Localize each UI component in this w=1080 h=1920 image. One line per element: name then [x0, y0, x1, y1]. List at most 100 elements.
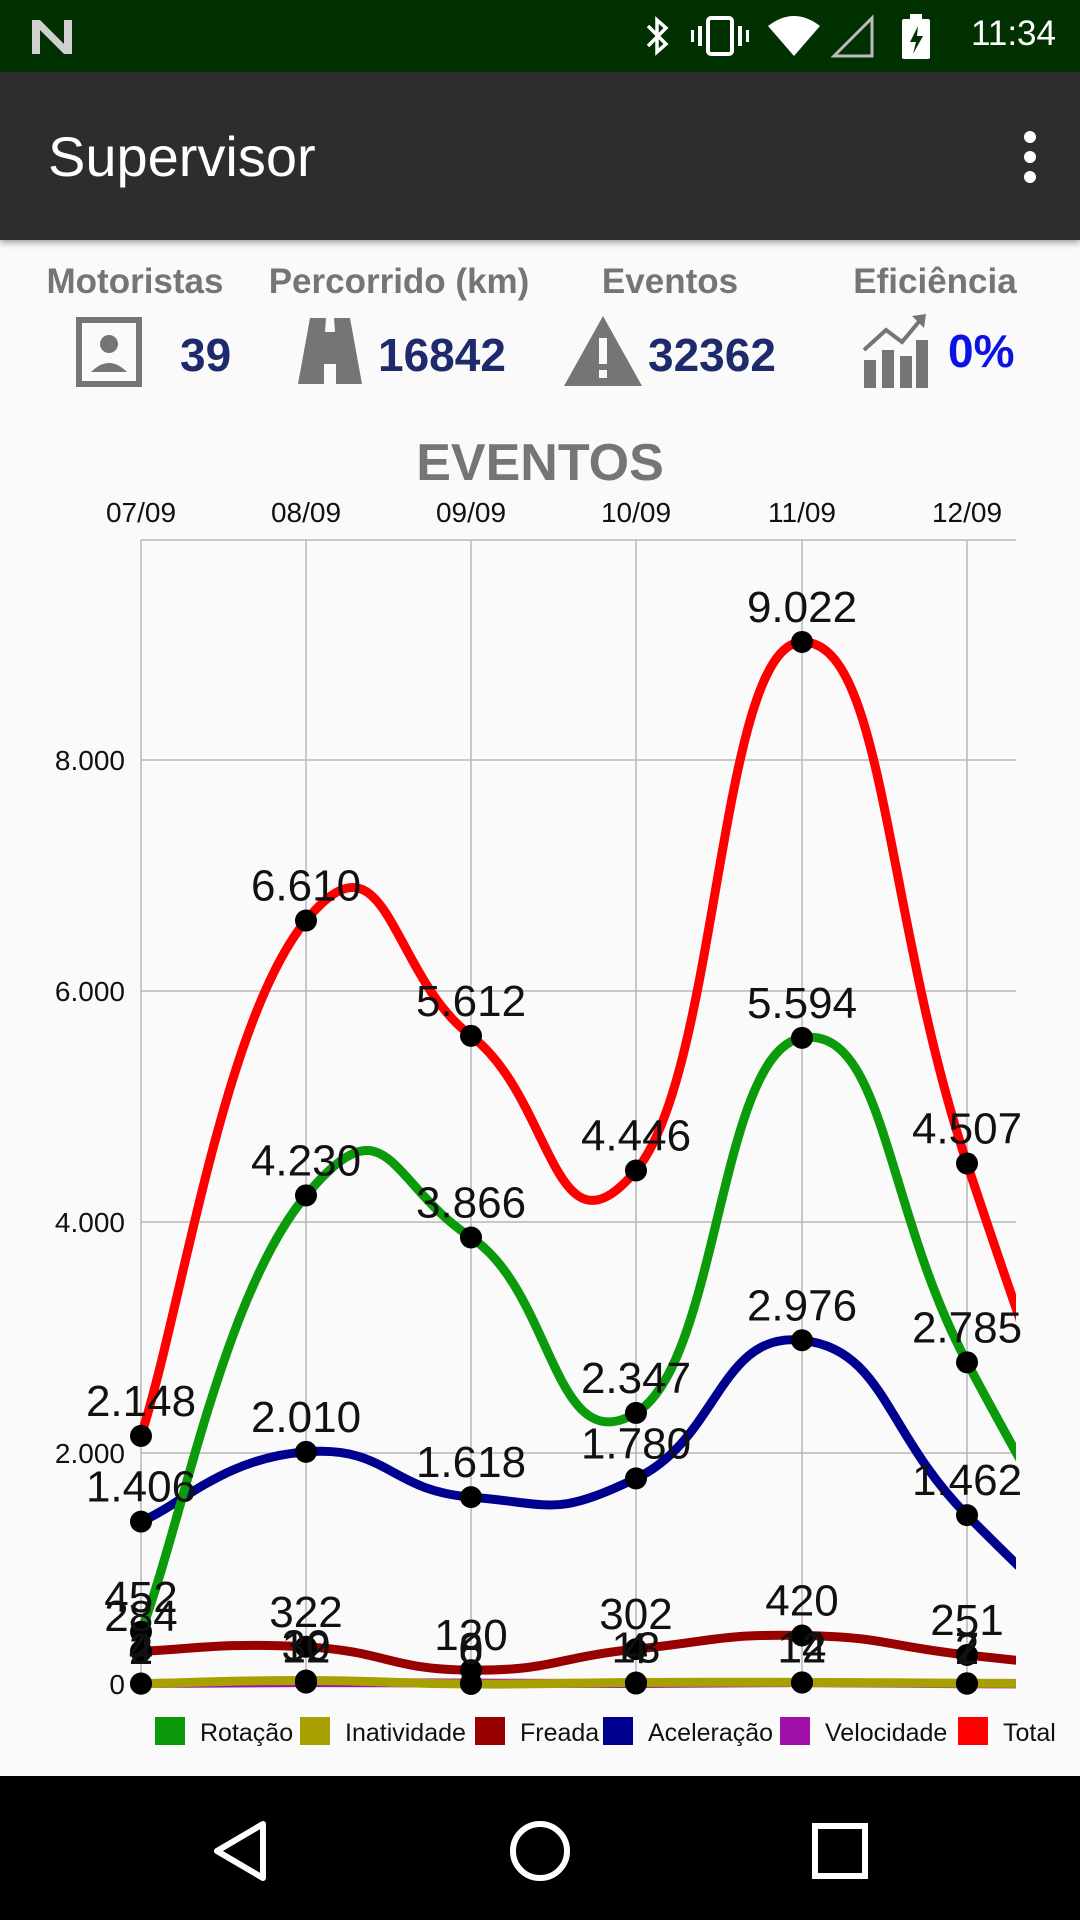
- home-icon[interactable]: [505, 1816, 575, 1886]
- data-point: [295, 1440, 317, 1463]
- y-tick-label: 6.000: [55, 976, 125, 1007]
- y-tick-label: 2.000: [55, 1438, 125, 1469]
- data-label: 1.618: [416, 1438, 526, 1487]
- legend-label: Velocidade: [825, 1719, 947, 1747]
- status-bar: 11:34: [0, 0, 1080, 72]
- stat-eventos: Eventos 32362: [560, 262, 780, 386]
- data-label: 3.866: [416, 1178, 526, 1227]
- data-label: 5.612: [416, 977, 526, 1026]
- app-title: Supervisor: [48, 125, 316, 188]
- data-label: 12: [778, 1624, 827, 1673]
- back-icon[interactable]: [205, 1816, 275, 1886]
- legend-label: Inatividade: [345, 1719, 466, 1747]
- chart-growth-icon: [862, 314, 928, 388]
- more-options-icon[interactable]: [1010, 127, 1050, 187]
- data-label: 13: [612, 1623, 661, 1672]
- y-tick-label: 0: [109, 1669, 125, 1700]
- battery-charging-icon: [902, 14, 930, 59]
- data-point: [130, 1672, 152, 1695]
- series-line-inatividade: [136, 1676, 1016, 1689]
- chart-title: EVENTOS: [416, 434, 664, 492]
- warning-icon: [564, 316, 642, 386]
- data-point: [625, 1401, 647, 1424]
- navigation-bar: [0, 1776, 1080, 1920]
- data-point: [460, 1486, 482, 1509]
- events-chart: EVENTOS 07/09 08/09 09/09 10/09 11/09 12/09 0 2.…: [55, 434, 1056, 1747]
- data-label: 2.976: [747, 1281, 857, 1330]
- stat-value: 0%: [948, 325, 1015, 377]
- data-point: [295, 1184, 317, 1207]
- stat-motoristas: Motoristas 39: [40, 262, 231, 387]
- data-label: 284: [104, 1592, 177, 1641]
- road-icon: [298, 318, 362, 384]
- stat-value: 39: [180, 329, 232, 381]
- recents-icon[interactable]: [805, 1816, 875, 1886]
- data-label: 12: [282, 1624, 331, 1673]
- x-tick-label: 12/09: [932, 497, 1002, 528]
- y-tick-label: 8.000: [55, 745, 125, 776]
- data-point: [791, 1329, 813, 1352]
- legend-swatch: [780, 1717, 810, 1745]
- data-point: [625, 1159, 647, 1182]
- data-label: 6.610: [251, 862, 361, 911]
- data-point: [130, 1510, 152, 1533]
- x-tick-label: 09/09: [436, 497, 506, 528]
- data-label: 2.785: [912, 1303, 1022, 1352]
- data-point: [791, 1026, 813, 1049]
- notification-n-icon: [32, 20, 72, 54]
- data-label: 4.230: [251, 1136, 361, 1185]
- y-tick-label: 4.000: [55, 1207, 125, 1238]
- stat-label: Percorrido (km): [268, 262, 530, 301]
- data-point: [956, 1644, 978, 1667]
- legend-swatch: [475, 1717, 505, 1745]
- data-point: [460, 1024, 482, 1047]
- data-point: [791, 630, 813, 653]
- data-point: [625, 1638, 647, 1661]
- legend-label: Freada: [520, 1719, 599, 1747]
- data-label: 2.347: [581, 1354, 691, 1403]
- stat-label: Motoristas: [46, 262, 224, 301]
- data-point: [460, 1672, 482, 1695]
- data-point: [295, 1635, 317, 1658]
- data-point: [460, 1226, 482, 1249]
- data-point: [791, 1624, 813, 1647]
- data-label: 4.446: [581, 1111, 691, 1160]
- legend-swatch: [958, 1717, 988, 1745]
- data-point: [956, 1351, 978, 1374]
- data-label: 4: [624, 1625, 648, 1674]
- app-bar: Supervisor: [0, 72, 1080, 240]
- data-point: [295, 1671, 317, 1694]
- data-point: [295, 909, 317, 932]
- legend-swatch: [300, 1717, 330, 1745]
- bluetooth-icon: [646, 16, 669, 56]
- data-label: 2: [129, 1625, 153, 1674]
- data-point: [625, 1467, 647, 1490]
- data-label: 120: [434, 1611, 507, 1660]
- x-tick-label: 07/09: [106, 497, 176, 528]
- status-time: 11:34: [971, 14, 1056, 53]
- stat-label: Eventos: [601, 262, 739, 301]
- data-point: [956, 1672, 978, 1695]
- stat-value: 16842: [378, 329, 506, 381]
- vibrate-icon: [691, 16, 749, 56]
- data-label: 4.507: [912, 1104, 1022, 1153]
- data-label: 4: [129, 1625, 153, 1674]
- data-point: [625, 1672, 647, 1695]
- stat-value: 32362: [648, 329, 776, 381]
- data-label: 2: [955, 1625, 979, 1674]
- legend-label: Total: [1003, 1719, 1056, 1747]
- signal-icon: [830, 14, 874, 58]
- data-label: 420: [765, 1576, 838, 1625]
- x-tick-label: 11/09: [768, 497, 836, 528]
- data-label: 452: [104, 1573, 177, 1622]
- data-label: 1.780: [581, 1419, 691, 1468]
- data-label: 251: [930, 1596, 1003, 1645]
- x-tick-label: 10/09: [601, 497, 671, 528]
- stat-percorrido: Percorrido (km) 16842: [268, 262, 530, 384]
- data-label: 2.010: [251, 1393, 361, 1442]
- data-label: 1.462: [912, 1456, 1022, 1505]
- x-tick-label: 08/09: [271, 497, 341, 528]
- stat-label: Eficiência: [853, 262, 1017, 301]
- driver-id-icon: [76, 317, 142, 387]
- legend-swatch: [155, 1717, 185, 1745]
